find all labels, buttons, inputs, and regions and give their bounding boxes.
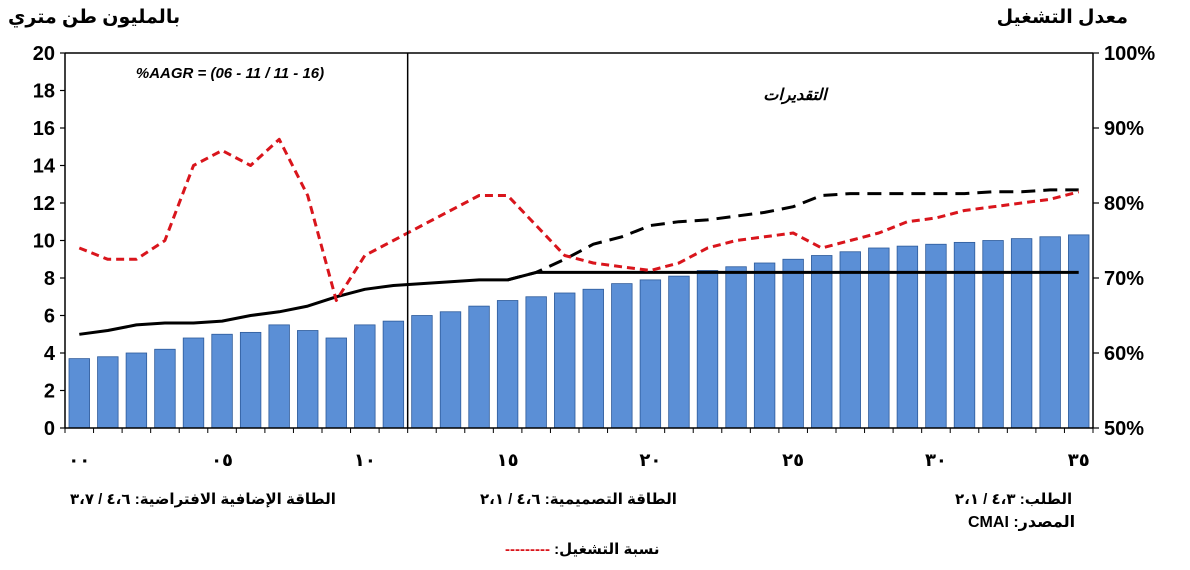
bar-2020 [639,279,662,429]
chart-axes: 0 2 4 6 8 10 12 14 16 18 20 50% 60% 70% 80% 90% 100% ٠٠ ٠٥… [33,43,1156,470]
source-value: CMAI [968,514,1009,531]
bar-2012 [411,315,433,429]
bar-2024 [753,262,776,429]
x-tick-label-2010: ١٠ [354,450,376,470]
bar-2005 [211,333,233,429]
bar-2032 [982,240,1004,429]
demand-note: الطلب: ٤،٣ / ٢،١ [955,491,1073,508]
line-series [78,137,1080,336]
bar-2006 [239,331,262,429]
forecast-annotation: التقديرات [763,87,829,105]
y-tick-label-16: 16 [33,118,55,140]
bar-2021 [668,275,690,429]
y-tick-label-18: 18 [33,81,55,103]
bar-2013 [439,311,462,429]
bar-2023 [725,266,747,429]
bar-2002 [125,352,148,429]
legend-dash-sample: --------- [505,541,551,558]
x-tick-label-2030: ٣٠ [925,450,947,470]
line-series-2 [507,188,1079,282]
bar-2031 [953,241,976,429]
bar-2034 [1039,236,1061,429]
bar-2028 [868,247,890,429]
y2-tick-label-80: 80% [1104,193,1144,215]
bar-2022 [696,270,719,429]
line-series-1 [79,270,1079,336]
bar-2026 [811,255,833,429]
legend: نسبة التشغيل: --------- [505,540,660,558]
legend-label: نسبة التشغيل: [554,541,660,558]
source-label: المصدر: [1013,514,1076,531]
y-tick-label-20: 20 [33,43,55,65]
y-tick-label-2: 2 [44,381,55,403]
y-tick-label-14: 14 [33,156,56,178]
y2-tick-label-60: 60% [1104,343,1144,365]
y-tick-label-12: 12 [33,193,55,215]
bar-2035 [1068,234,1090,429]
bar-2016 [525,296,547,429]
y-tick-label-10: 10 [33,231,55,253]
aagr-annotation: %AAGR = (06 - 11 / 11 - 16) [136,65,324,82]
bar-2010 [354,324,376,429]
left-axis-title: بالمليون طن متري [8,7,181,28]
x-tick-label-2005: ٠٥ [211,450,233,470]
line-series-3 [78,137,1080,302]
x-tick-label-2020: ٢٠ [639,450,661,470]
y-tick-label-0: 0 [44,418,55,440]
right-axis-title: معدل التشغيل [996,7,1128,28]
source-note: المصدر: CMAI [968,512,1075,532]
bar-2008 [297,330,319,429]
y2-tick-label-70: 70% [1104,268,1144,290]
bar-2000 [68,358,90,429]
bar-2001 [97,356,119,429]
x-tick-label-2015: ١٥ [497,450,519,470]
bar-2009 [325,337,347,429]
bar-2033 [1010,238,1033,429]
y-tick-label-6: 6 [44,306,55,328]
bar-2015 [496,300,519,429]
bar-2019 [611,283,633,429]
additional-capacity-note: الطاقة الإضافية الافتراضية: ٤،٦ / ٣،٧ [70,491,336,508]
bar-2014 [468,305,490,429]
bar-2004 [182,337,205,429]
nameplate-capacity-note: الطاقة التصميمية: ٤،٦ / ٢،١ [480,491,677,508]
x-tick-label-2025: ٢٥ [782,450,804,470]
y2-tick-label-50: 50% [1104,418,1144,440]
bar-2007 [268,324,290,429]
bar-2017 [554,292,576,429]
y2-tick-label-90: 90% [1104,118,1144,140]
y-tick-label-8: 8 [44,268,55,290]
bar-2003 [154,348,176,429]
x-tick-label-2000: ٠٠ [68,450,90,470]
bar-2027 [839,251,861,429]
x-tick-label-2035: ٣٥ [1068,450,1090,470]
bar-2018 [582,288,604,429]
y2-tick-label-100: 100% [1104,43,1155,65]
bar-series [68,234,1090,429]
bar-2011 [382,320,405,429]
bar-2025 [782,258,804,429]
y-tick-label-4: 4 [44,343,56,365]
